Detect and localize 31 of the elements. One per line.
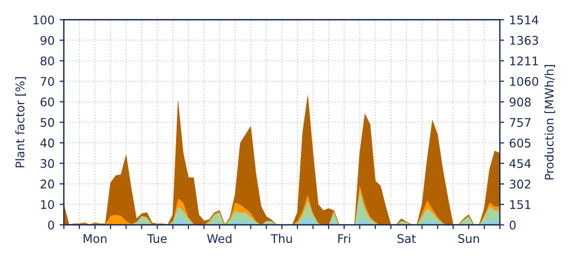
x-tick-label: Mon	[84, 234, 106, 244]
y2-tick-label: 1363	[510, 36, 538, 45]
y2-tick-label: 1060	[510, 76, 538, 86]
y-tick-label: 20	[40, 180, 54, 188]
x-tick-label: Fri	[338, 234, 350, 243]
x-tick-label: Thu	[270, 234, 292, 244]
y-tick-label: 10	[41, 200, 54, 210]
x-tick-label: Wed	[207, 234, 232, 244]
y2-tick-label: 454	[509, 159, 531, 168]
y2-tick-label: 908	[510, 98, 531, 106]
y-tick-label: 30	[40, 159, 54, 168]
y2-tick-label: 151	[510, 200, 530, 210]
y2-axis-title: Production [MWh/h]	[544, 65, 556, 180]
y-tick-label: 60	[40, 98, 54, 106]
x-tick-label: Tue	[147, 234, 167, 244]
y2-tick-label: 605	[510, 138, 530, 148]
y-tick-label: 100	[34, 15, 54, 24]
y-tick-label: 0	[48, 220, 54, 230]
x-tick-label: Sun	[458, 234, 479, 244]
x-tick-label: Sat	[398, 234, 416, 244]
y-axis-title: Plant factor [%]	[15, 77, 26, 168]
y2-tick-label: 1514	[510, 16, 538, 24]
y-tick-label: 50	[40, 118, 54, 127]
y2-tick-label: 1211	[510, 56, 538, 66]
y2-tick-label: 0	[510, 220, 516, 230]
y2-tick-label: 302	[510, 180, 530, 189]
y-tick-label: 80	[40, 56, 54, 66]
y-tick-label: 40	[40, 138, 54, 148]
y-tick-label: 90	[40, 36, 54, 45]
y2-tick-label: 757	[510, 118, 530, 127]
y-tick-label: 70	[40, 76, 54, 86]
